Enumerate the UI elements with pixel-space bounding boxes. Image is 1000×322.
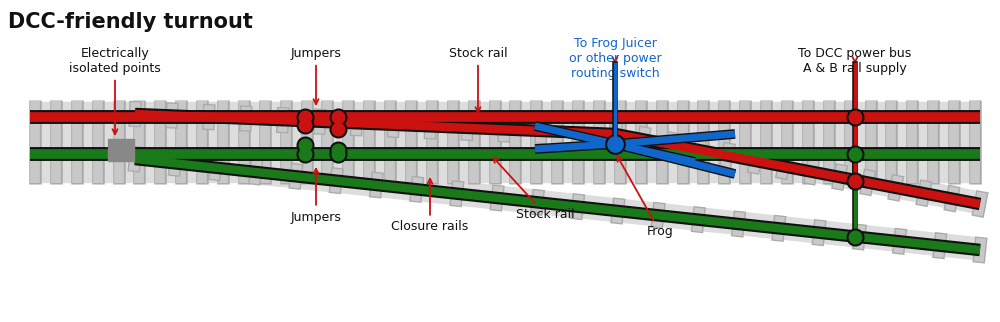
- Bar: [292, 129, 322, 167]
- Bar: [108, 139, 134, 161]
- Text: Stock rail: Stock rail: [449, 47, 507, 112]
- Text: Jumpers: Jumpers: [291, 47, 341, 104]
- Text: To DCC power bus
A & B rail supply: To DCC power bus A & B rail supply: [798, 47, 912, 75]
- Text: Closure rails: Closure rails: [391, 179, 469, 233]
- Text: Frog: Frog: [617, 156, 673, 239]
- Text: Jumpers: Jumpers: [291, 169, 341, 223]
- Text: To Frog Juicer
or other power
routing switch: To Frog Juicer or other power routing sw…: [569, 37, 661, 80]
- Bar: [30, 102, 980, 182]
- Bar: [108, 139, 134, 161]
- Text: DCC-friendly turnout: DCC-friendly turnout: [8, 12, 253, 32]
- Polygon shape: [135, 102, 980, 214]
- Bar: [292, 80, 322, 116]
- Bar: [325, 129, 353, 167]
- Bar: [325, 80, 353, 116]
- Text: Electrically
isolated points: Electrically isolated points: [69, 47, 161, 134]
- Text: Stock rail: Stock rail: [493, 157, 574, 221]
- Polygon shape: [135, 147, 980, 260]
